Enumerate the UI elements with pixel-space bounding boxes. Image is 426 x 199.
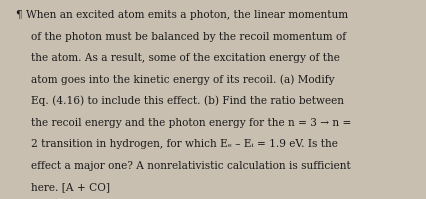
Text: the recoil energy and the photon energy for the n = 3 → n =: the recoil energy and the photon energy … [31,118,351,128]
Text: ¶ When an excited atom emits a photon, the linear momentum: ¶ When an excited atom emits a photon, t… [16,10,348,20]
Text: Eq. (4.16) to include this effect. (b) Find the ratio between: Eq. (4.16) to include this effect. (b) F… [31,96,344,106]
Text: of the photon must be balanced by the recoil momentum of: of the photon must be balanced by the re… [31,32,346,42]
Text: 2 transition in hydrogen, for which Eₑ – Eᵢ = 1.9 eV. Is the: 2 transition in hydrogen, for which Eₑ –… [31,139,338,149]
Text: atom goes into the kinetic energy of its recoil. (a) Modify: atom goes into the kinetic energy of its… [31,74,335,85]
Text: the atom. As a result, some of the excitation energy of the: the atom. As a result, some of the excit… [31,53,340,63]
Text: effect a major one? A nonrelativistic calculation is sufficient: effect a major one? A nonrelativistic ca… [31,161,351,171]
Text: here. [A + CO]: here. [A + CO] [31,182,110,192]
